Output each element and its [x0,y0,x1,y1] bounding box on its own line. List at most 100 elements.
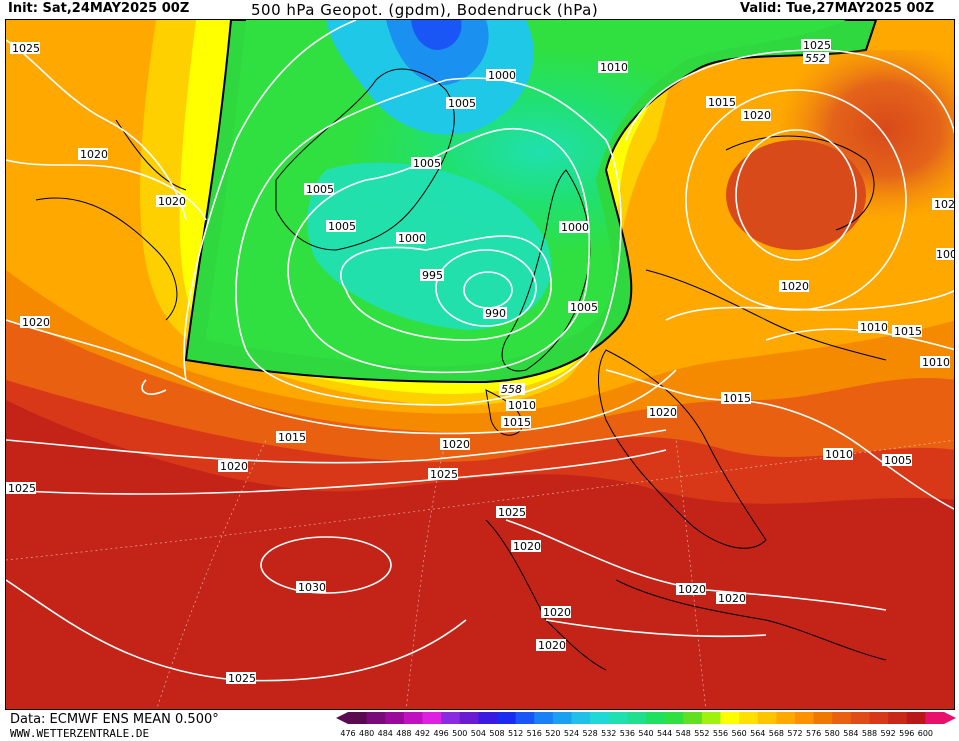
legend-swatch [739,712,759,724]
legend-swatch [925,712,945,724]
isobar-label: 1010 [920,356,950,369]
legend-swatch [348,712,368,724]
svg-text:1000: 1000 [398,232,426,245]
header-bar: Init: Sat,24MAY2025 00Z 500 hPa Geopot. … [0,0,959,19]
isobar-label: 1015 [721,392,751,405]
svg-text:1020: 1020 [22,316,50,329]
isobar-label: 1005 [326,220,356,233]
legend-tick-label: 476 [340,729,355,738]
svg-text:1005: 1005 [413,157,441,170]
legend-swatch [776,712,796,724]
svg-text:1020: 1020 [781,280,809,293]
isobar-label: 995 [420,269,444,282]
legend-tick-label: 532 [601,729,616,738]
legend-tick-label: 524 [564,729,579,738]
legend-tick-label: 584 [843,729,858,738]
svg-text:1010: 1010 [600,61,628,74]
svg-text:1000: 1000 [936,248,955,261]
legend-tick-label: 520 [545,729,560,738]
svg-text:552: 552 [805,52,826,65]
svg-text:1020: 1020 [543,606,571,619]
legend-arrow-right [944,712,956,724]
field-blue [386,20,489,85]
svg-text:1015: 1015 [278,431,306,444]
legend-swatch [664,712,684,724]
legend-swatch [403,712,423,724]
svg-text:990: 990 [485,307,506,320]
isobar-label: 1020 [156,195,186,208]
legend-swatch [795,712,815,724]
field-ridge-core [726,140,866,250]
legend-tick-label: 500 [452,729,467,738]
svg-text:1020: 1020 [538,639,566,652]
legend-ticks: 476 480 484 488 492 496 500 504 508 512 516 520 524 5… [340,729,933,738]
legend-tick-label: 528 [582,729,597,738]
isobar-label: 1005 [411,157,441,170]
legend-tick-label: 492 [415,729,430,738]
isobar-label: 1000 [559,221,589,234]
legend-tick-label: 576 [806,729,821,738]
isobar-label: 1025 [496,506,526,519]
svg-text:1010: 1010 [825,448,853,461]
legend-swatch [590,712,610,724]
field-cyan [307,162,552,330]
svg-text:1015: 1015 [723,392,751,405]
geopotential-label: 558 [499,383,525,396]
svg-text:1020: 1020 [718,592,746,605]
svg-text:1020: 1020 [743,109,771,122]
isobar-label: 1025 [6,482,36,495]
legend-swatch [497,712,517,724]
legend-swatch [366,712,386,724]
isobar-label: 1015 [706,96,736,109]
coastlines [35,68,887,671]
isobar-label: 1025 [226,672,256,685]
svg-text:1020: 1020 [442,438,470,451]
legend-swatch [869,712,889,724]
legend-swatch [627,712,647,724]
legend-tick-label: 592 [880,729,895,738]
isobar-label: 1005 [568,301,598,314]
field-deep-blue [411,20,462,50]
isobar-label: 1025 [428,468,458,481]
isobar-label: 1020 [779,280,809,293]
legend-swatch [459,712,479,724]
svg-text:1020: 1020 [220,460,248,473]
isobar-label: 1020 [20,316,50,329]
isobar-label: 1020 [716,592,746,605]
svg-text:1015: 1015 [708,96,736,109]
isobar-label: 1000 [396,232,426,245]
svg-text:1025: 1025 [228,672,256,685]
svg-text:1025: 1025 [12,42,40,55]
legend-swatch [646,712,666,724]
legend-swatch [441,712,461,724]
isobar-label: 1020 [218,460,248,473]
isobar-label: 1020 [541,606,571,619]
svg-text:1015: 1015 [894,325,922,338]
legend-swatch [534,712,554,724]
svg-text:1025: 1025 [934,198,955,211]
legend-swatch [701,712,721,724]
isobar-label: 1020 [676,583,706,596]
svg-text:1015: 1015 [503,416,531,429]
legend-tick-label: 488 [396,729,411,738]
isobar-label: 1020 [536,639,566,652]
legend-tick-label: 512 [508,729,523,738]
legend-tick-label: 556 [713,729,728,738]
legend-tick-label: 504 [471,729,486,738]
isobar-label: 1020 [78,148,108,161]
svg-text:558: 558 [501,383,522,396]
legend-tick-label: 484 [378,729,393,738]
isobar-label: 1025 [10,42,40,55]
isobar-label: 1020 [741,109,771,122]
isobar-label: 1020 [511,540,541,553]
svg-text:1020: 1020 [678,583,706,596]
isobar-label: 1010 [823,448,853,461]
footer-bar: Data: ECMWF ENS MEAN 0.500° WWW.WETTERZE… [0,710,959,741]
legend-tick-label: 496 [433,729,448,738]
legend-arrow-left [336,712,348,724]
legend-tick-label: 540 [638,729,653,738]
geopotential-label: 552 [803,52,829,65]
svg-text:1025: 1025 [430,468,458,481]
legend-swatch [515,712,535,724]
website-label: WWW.WETTERZENTRALE.DE [10,727,150,740]
